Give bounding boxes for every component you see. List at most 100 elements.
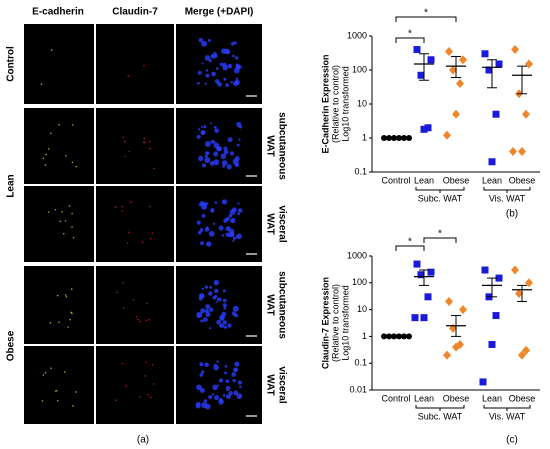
data-point (488, 340, 496, 348)
data-point (485, 66, 493, 74)
data-point (443, 130, 451, 140)
data-point (511, 45, 519, 55)
row-label: Lean (6, 174, 17, 197)
cell-signal (236, 64, 242, 70)
cell-signal (214, 288, 219, 294)
cell-signal (233, 368, 238, 373)
cell-signal (143, 64, 145, 67)
data-point (413, 46, 421, 54)
cell-signal (213, 363, 217, 367)
cell-signal (143, 137, 145, 140)
cell-signal (213, 159, 220, 166)
data-point (420, 125, 428, 133)
cell-signal (65, 295, 68, 298)
cell-signal (123, 140, 126, 143)
cell-signal (197, 230, 202, 235)
cell-signal (141, 241, 144, 243)
cell-signal (67, 326, 69, 328)
cell-signal (204, 308, 210, 314)
data-point (495, 274, 503, 282)
cell-signal (215, 67, 219, 70)
data-point (443, 350, 451, 360)
data-point (420, 314, 428, 322)
cell-signal (223, 307, 227, 310)
data-point (396, 333, 402, 340)
micrograph (96, 24, 174, 104)
x-tick-label: Obese (443, 175, 470, 185)
cell-signal (228, 213, 233, 218)
group-bracket (415, 405, 465, 411)
micrograph (24, 186, 94, 262)
cell-signal (121, 205, 124, 208)
cell-signal (210, 122, 213, 125)
cell-signal (196, 311, 203, 318)
cell-signal (196, 220, 201, 225)
cell-signal (116, 291, 118, 294)
micrograph (96, 346, 174, 424)
data-point (492, 312, 500, 320)
significance-label: * (408, 29, 412, 40)
micrograph (176, 266, 262, 344)
data-point (452, 109, 460, 119)
data-point (511, 265, 519, 275)
cell-signal (231, 207, 237, 213)
cell-signal (237, 208, 243, 213)
micrograph (176, 186, 262, 262)
micrograph (24, 346, 94, 424)
side-label: WAT (264, 135, 275, 156)
significance-bracket (395, 16, 457, 22)
side-label: visceral (276, 366, 287, 403)
micrograph (96, 186, 174, 262)
micrograph (24, 108, 94, 184)
cell-signal (223, 149, 229, 155)
cell-signal (213, 395, 219, 401)
data-point (386, 333, 392, 340)
data-point (386, 135, 392, 141)
cell-signal (221, 234, 225, 237)
y-tick-label: 10 (357, 304, 367, 314)
cell-signal (198, 37, 204, 43)
cell-signal (71, 226, 73, 228)
cell-signal (225, 226, 231, 232)
cell-signal (151, 364, 154, 366)
cell-signal (72, 405, 74, 407)
cell-signal (222, 394, 226, 397)
cell-signal (239, 385, 242, 389)
cell-signal (223, 77, 227, 81)
cell-signal (128, 150, 131, 153)
data-point (515, 288, 523, 298)
cell-signal (211, 71, 216, 77)
panel-caption: (b) (506, 209, 518, 220)
cell-signal (70, 288, 73, 291)
group-label: Subc. WAT (418, 411, 463, 421)
data-point (411, 314, 419, 322)
cell-signal (213, 279, 220, 286)
cell-signal (204, 55, 211, 61)
cell-signal (219, 315, 225, 321)
cell-signal (210, 54, 215, 58)
data-point (381, 135, 387, 141)
cell-signal (222, 320, 228, 325)
data-point (406, 333, 412, 340)
cell-signal (64, 220, 67, 222)
cell-signal (201, 213, 206, 218)
significance-bracket (395, 245, 425, 251)
cell-signal (213, 125, 217, 129)
cell-signal (205, 311, 211, 318)
cell-signal (221, 199, 228, 205)
panel-caption: (c) (506, 435, 518, 446)
cell-signal (142, 141, 145, 144)
cell-signal (204, 285, 209, 289)
cell-signal (231, 372, 237, 377)
data-point (427, 56, 435, 64)
cell-signal (195, 403, 201, 409)
cell-signal (216, 298, 220, 301)
data-point (525, 278, 533, 288)
cell-signal (220, 324, 225, 328)
y-tick-label: 1000 (347, 250, 367, 260)
cell-signal (50, 132, 52, 135)
cell-signal (45, 153, 47, 156)
data-point (525, 59, 533, 69)
cell-signal (201, 62, 204, 65)
cell-signal (205, 69, 209, 72)
